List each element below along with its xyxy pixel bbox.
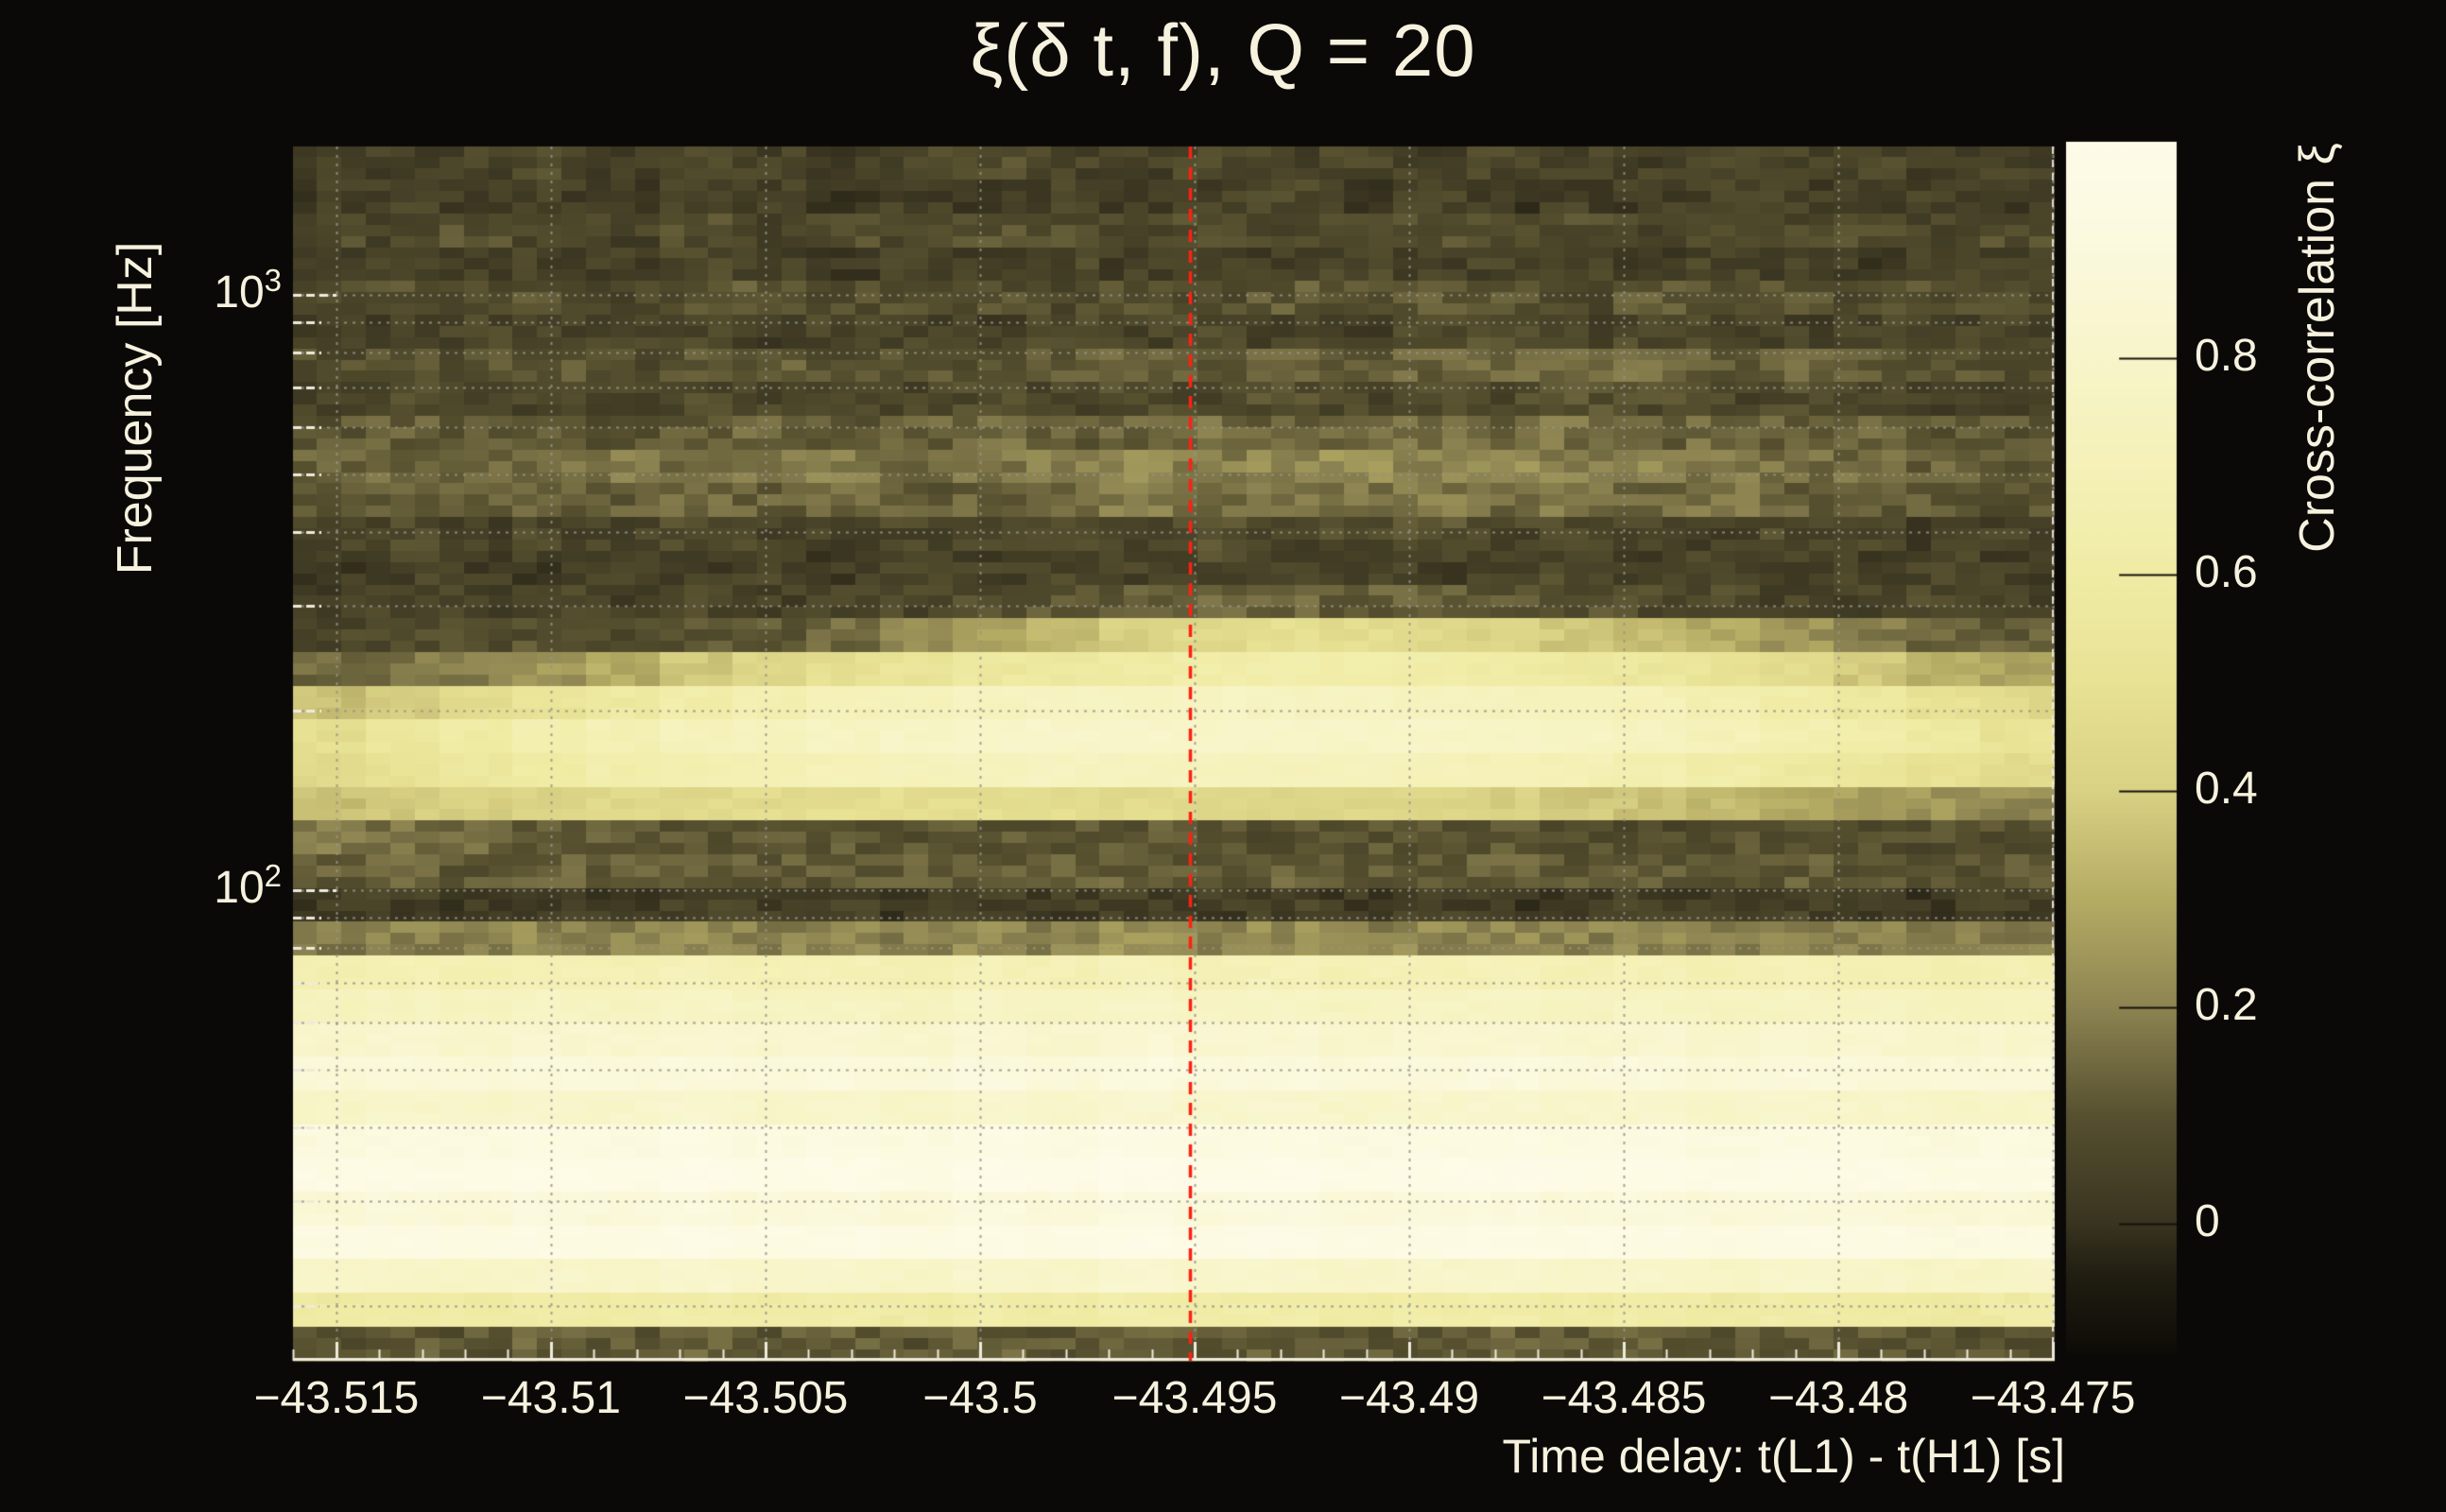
y-tick-label: 102 bbox=[214, 857, 282, 913]
y-tick-label: 103 bbox=[214, 262, 282, 318]
x-tick-label: −43.475 bbox=[1970, 1373, 2136, 1423]
x-tick-label: −43.485 bbox=[1541, 1373, 1707, 1423]
colorbar-label: Cross-correlation ξ bbox=[2290, 143, 2345, 553]
x-tick-label: −43.49 bbox=[1338, 1373, 1480, 1423]
colorbar-tick-label: 0.2 bbox=[2195, 979, 2258, 1030]
colorbar-tick-label: 0.8 bbox=[2195, 330, 2258, 381]
colorbar-tick-label: 0 bbox=[2195, 1195, 2220, 1246]
x-tick-label: −43.495 bbox=[1111, 1373, 1278, 1423]
x-tick-label: −43.51 bbox=[480, 1373, 621, 1423]
x-tick-label: −43.505 bbox=[682, 1373, 849, 1423]
y-axis-label: Frequency [Hz] bbox=[108, 241, 163, 576]
x-tick-label: −43.48 bbox=[1767, 1373, 1909, 1423]
colorbar-tick-label: 0.4 bbox=[2195, 763, 2258, 814]
colorbar-tick-label: 0.6 bbox=[2195, 546, 2258, 597]
x-tick-label: −43.5 bbox=[922, 1373, 1038, 1423]
x-axis-label: Time delay: t(L1) - t(H1) [s] bbox=[1502, 1430, 2065, 1483]
chart-title: ξ(δ t, f), Q = 20 bbox=[970, 9, 1476, 92]
x-tick-label: −43.515 bbox=[253, 1373, 420, 1423]
